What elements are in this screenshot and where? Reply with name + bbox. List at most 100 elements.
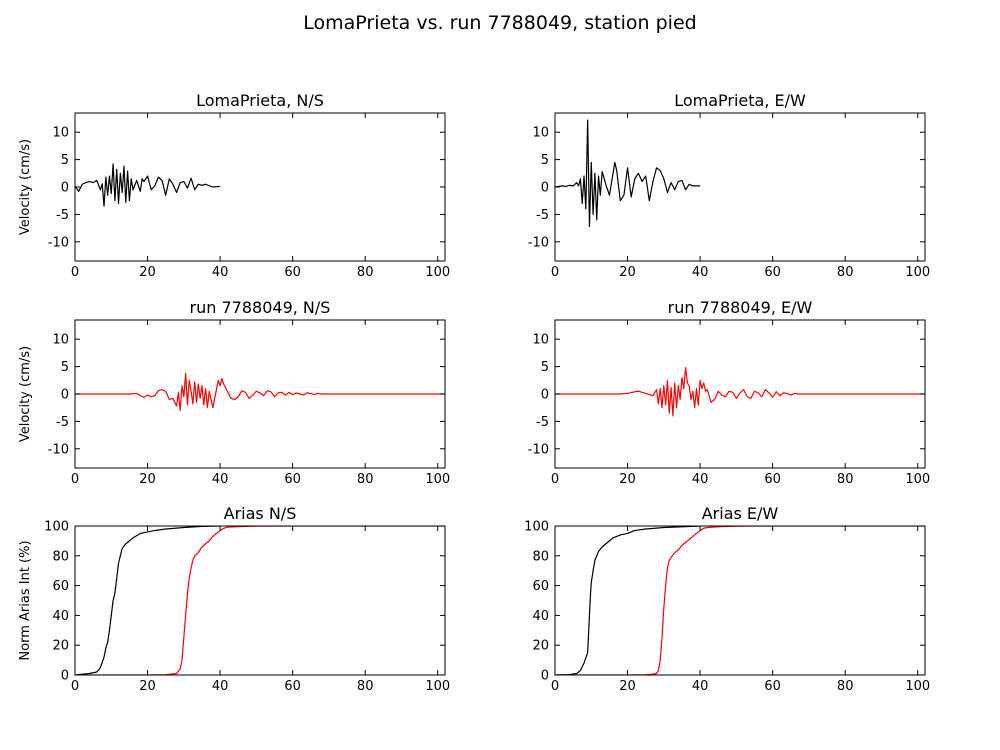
series-line-arias-ns-1 [75,526,445,675]
x-tick-label: 60 [284,679,301,694]
y-tick-label: 0 [61,181,69,196]
series-group [75,163,221,207]
panel-title: LomaPrieta, N/S [196,91,324,110]
y-axis-label: Velocity (cm/s) [18,139,33,235]
x-tick-label: 100 [905,472,930,487]
panel-title: LomaPrieta, E/W [674,91,806,110]
x-tick-label: 80 [837,265,854,280]
panel-observed-ew: 0 20 40 60 80 100 -10 -5 0 5 10 LomaPrieta, E/W [528,91,930,280]
x-tick-label: 40 [212,679,229,694]
figure-title: LomaPrieta vs. run 7788049, station pied [303,12,696,34]
y-tick-label: 20 [532,639,549,654]
panel-arias-ns: 0 20 40 60 80 100 0 20 40 60 80 100 Arias N/S Norm Ar… [18,504,450,694]
panel-title: run 7788049, E/W [668,298,813,317]
x-tick-label: 60 [764,265,781,280]
y-tick-label: 10 [52,126,69,141]
x-tick-label: 80 [357,265,374,280]
y-tick-label: 5 [541,153,549,168]
y-tick-label: 100 [524,520,549,535]
x-tick-label: 40 [692,472,709,487]
x-tick-label: 40 [212,472,229,487]
y-tick-label: 80 [52,549,69,564]
x-tick-label: 40 [212,265,229,280]
y-tick-label: -10 [528,442,549,457]
x-tick-label: 20 [139,472,156,487]
x-tick-label: 20 [619,472,636,487]
y-axis-label: Norm Arias Int (%) [18,540,33,660]
x-tick-label: 80 [357,472,374,487]
panel-simulated-ew: 0 20 40 60 80 100 -10 -5 0 5 10 run 7788049, E/W [528,298,930,487]
series-group [555,367,925,417]
x-tick-label: 100 [905,265,930,280]
y-tick-label: 5 [61,360,69,375]
x-tick-label: 80 [837,472,854,487]
series-line-simulated-ns-0 [75,372,445,412]
x-tick-label: 40 [692,679,709,694]
panel-simulated-ns: 0 20 40 60 80 100 -10 -5 0 5 10 run 7788049, N/S Vel… [18,298,450,487]
x-tick-label: 20 [619,265,636,280]
x-tick-label: 100 [905,679,930,694]
x-tick-label: 100 [425,265,450,280]
x-tick-label: 60 [284,265,301,280]
y-tick-label: -10 [48,442,69,457]
series-line-arias-ew-1 [555,526,925,675]
series-line-observed-ns-0 [75,163,221,207]
x-tick-label: 60 [764,679,781,694]
x-tick-label: 60 [284,472,301,487]
series-line-simulated-ew-0 [555,367,925,417]
x-tick-label: 100 [425,679,450,694]
x-tick-label: 100 [425,472,450,487]
y-tick-label: 40 [532,609,549,624]
x-tick-label: 40 [692,265,709,280]
y-tick-label: 0 [61,669,69,684]
series-group [555,119,701,228]
y-tick-label: 0 [61,388,69,403]
x-tick-label: 80 [837,679,854,694]
y-tick-label: -5 [56,208,69,223]
y-tick-label: 40 [52,609,69,624]
axes-frame [74,525,446,676]
panel-title: run 7788049, N/S [190,298,331,317]
x-tick-label: 20 [139,679,156,694]
panel-title: Arias E/W [702,504,779,523]
y-tick-label: -5 [536,415,549,430]
x-tick-label: 0 [551,679,559,694]
y-tick-label: 0 [541,181,549,196]
x-tick-label: 20 [139,265,156,280]
x-tick-label: 0 [71,679,79,694]
y-tick-label: 5 [541,360,549,375]
y-tick-label: 80 [532,549,549,564]
y-tick-label: 20 [52,639,69,654]
x-tick-label: 0 [71,472,79,487]
x-tick-label: 80 [357,679,374,694]
x-tick-label: 60 [764,472,781,487]
y-tick-label: 60 [52,579,69,594]
y-tick-label: -5 [56,415,69,430]
series-group [75,526,445,675]
y-tick-label: 60 [532,579,549,594]
panel-title: Arias N/S [224,504,297,523]
y-tick-label: 0 [541,669,549,684]
x-tick-label: 20 [619,679,636,694]
y-tick-label: 10 [532,126,549,141]
series-line-observed-ew-0 [555,119,701,228]
y-tick-label: -5 [536,208,549,223]
y-tick-label: 10 [52,333,69,348]
y-tick-label: 0 [541,388,549,403]
panel-observed-ns: 0 20 40 60 80 100 -10 -5 0 5 10 LomaPrieta, N/S Velo… [18,91,450,280]
y-tick-label: 5 [61,153,69,168]
y-tick-label: -10 [528,235,549,250]
series-group [555,526,925,675]
y-tick-label: 100 [44,520,69,535]
y-axis-label: Velocity (cm/s) [18,346,33,442]
x-tick-label: 0 [71,265,79,280]
y-tick-label: -10 [48,235,69,250]
series-line-arias-ew-0 [555,526,701,675]
panel-arias-ew: 0 20 40 60 80 100 0 20 40 60 80 100 Arias E/W [524,504,930,694]
series-line-arias-ns-0 [75,526,221,675]
x-tick-label: 0 [551,472,559,487]
x-tick-label: 0 [551,265,559,280]
